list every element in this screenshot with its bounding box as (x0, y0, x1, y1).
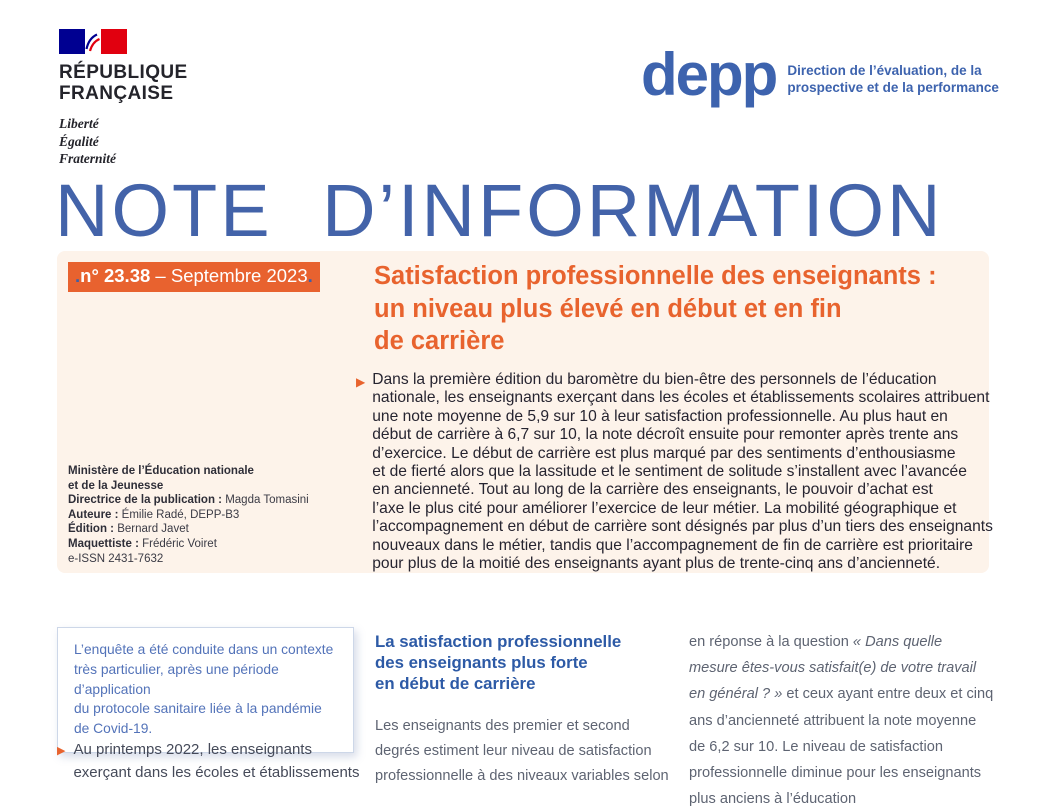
republique-wordmark: RÉPUBLIQUE FRANÇAISE (59, 62, 188, 104)
right-column-text: en réponse à la question (689, 634, 853, 650)
credit-row: Édition : Bernard Javet (68, 523, 189, 536)
left-column-paragraph: ▶ Au printemps 2022, les enseignants exe… (57, 739, 367, 785)
depp-wordmark: depp (641, 41, 778, 108)
depp-tagline: Direction de l’évaluation, de la prospec… (787, 63, 999, 95)
arrow-bullet-icon: ▶ (57, 745, 66, 757)
hero-panel (57, 251, 989, 573)
credits-block: Ministère de l’Éducation nationale et de… (68, 464, 309, 566)
french-flag-icon (59, 29, 127, 54)
credit-row: e-ISSN 2431-7632 (68, 552, 164, 565)
arrow-bullet-icon: ▶ (356, 375, 366, 389)
mid-column-heading: La satisfaction professionnelle des ense… (375, 632, 622, 694)
issue-badge: . n° 23.38 – Septembre 2023. (68, 262, 320, 292)
credit-row: Maquettiste : Frédéric Voiret (68, 537, 217, 550)
lead-paragraph: ▶ Dans la première édition du baromètre … (356, 371, 1004, 573)
lead-text: Dans la première édition du baromètre du… (372, 371, 993, 573)
credit-row: et de la Jeunesse (68, 479, 164, 492)
issue-date: – Septembre 2023 (150, 265, 308, 286)
devise-text: Liberté Égalité Fraternité (59, 116, 117, 166)
marianne-logo: RÉPUBLIQUE FRANÇAISE Liberté Égalité Fra… (59, 29, 188, 168)
badge-trailing-dot: . (307, 265, 313, 286)
credit-row: Directrice de la publication : Magda Tom… (68, 494, 309, 507)
right-column-text: et ceux ayant entre deux et cinq ans d’a… (689, 686, 994, 808)
survey-question-quote: « Dans quelle mesure êtes-vous satisfait… (689, 634, 977, 703)
credit-row: Auteure : Émilie Radé, DEPP-B3 (68, 508, 240, 521)
depp-logo: depp Direction de l’évaluation, de la pr… (641, 45, 1040, 105)
mid-column-paragraph: Les enseignants des premier et second de… (375, 718, 669, 784)
context-note-box: L’enquête a été conduite dans un context… (57, 627, 354, 753)
left-column-text: Au printemps 2022, les enseignants exerç… (73, 741, 360, 781)
credit-row: Ministère de l’Éducation nationale (68, 465, 254, 477)
article-title: Satisfaction professionnelle des enseign… (374, 262, 937, 356)
right-column-paragraph: en réponse à la question « Dans quelle m… (689, 629, 994, 812)
badge-leading-dot: . (75, 265, 81, 286)
issue-number: n° 23.38 (80, 265, 151, 286)
masthead-title: NOTE D’INFORMATION (55, 169, 944, 252)
